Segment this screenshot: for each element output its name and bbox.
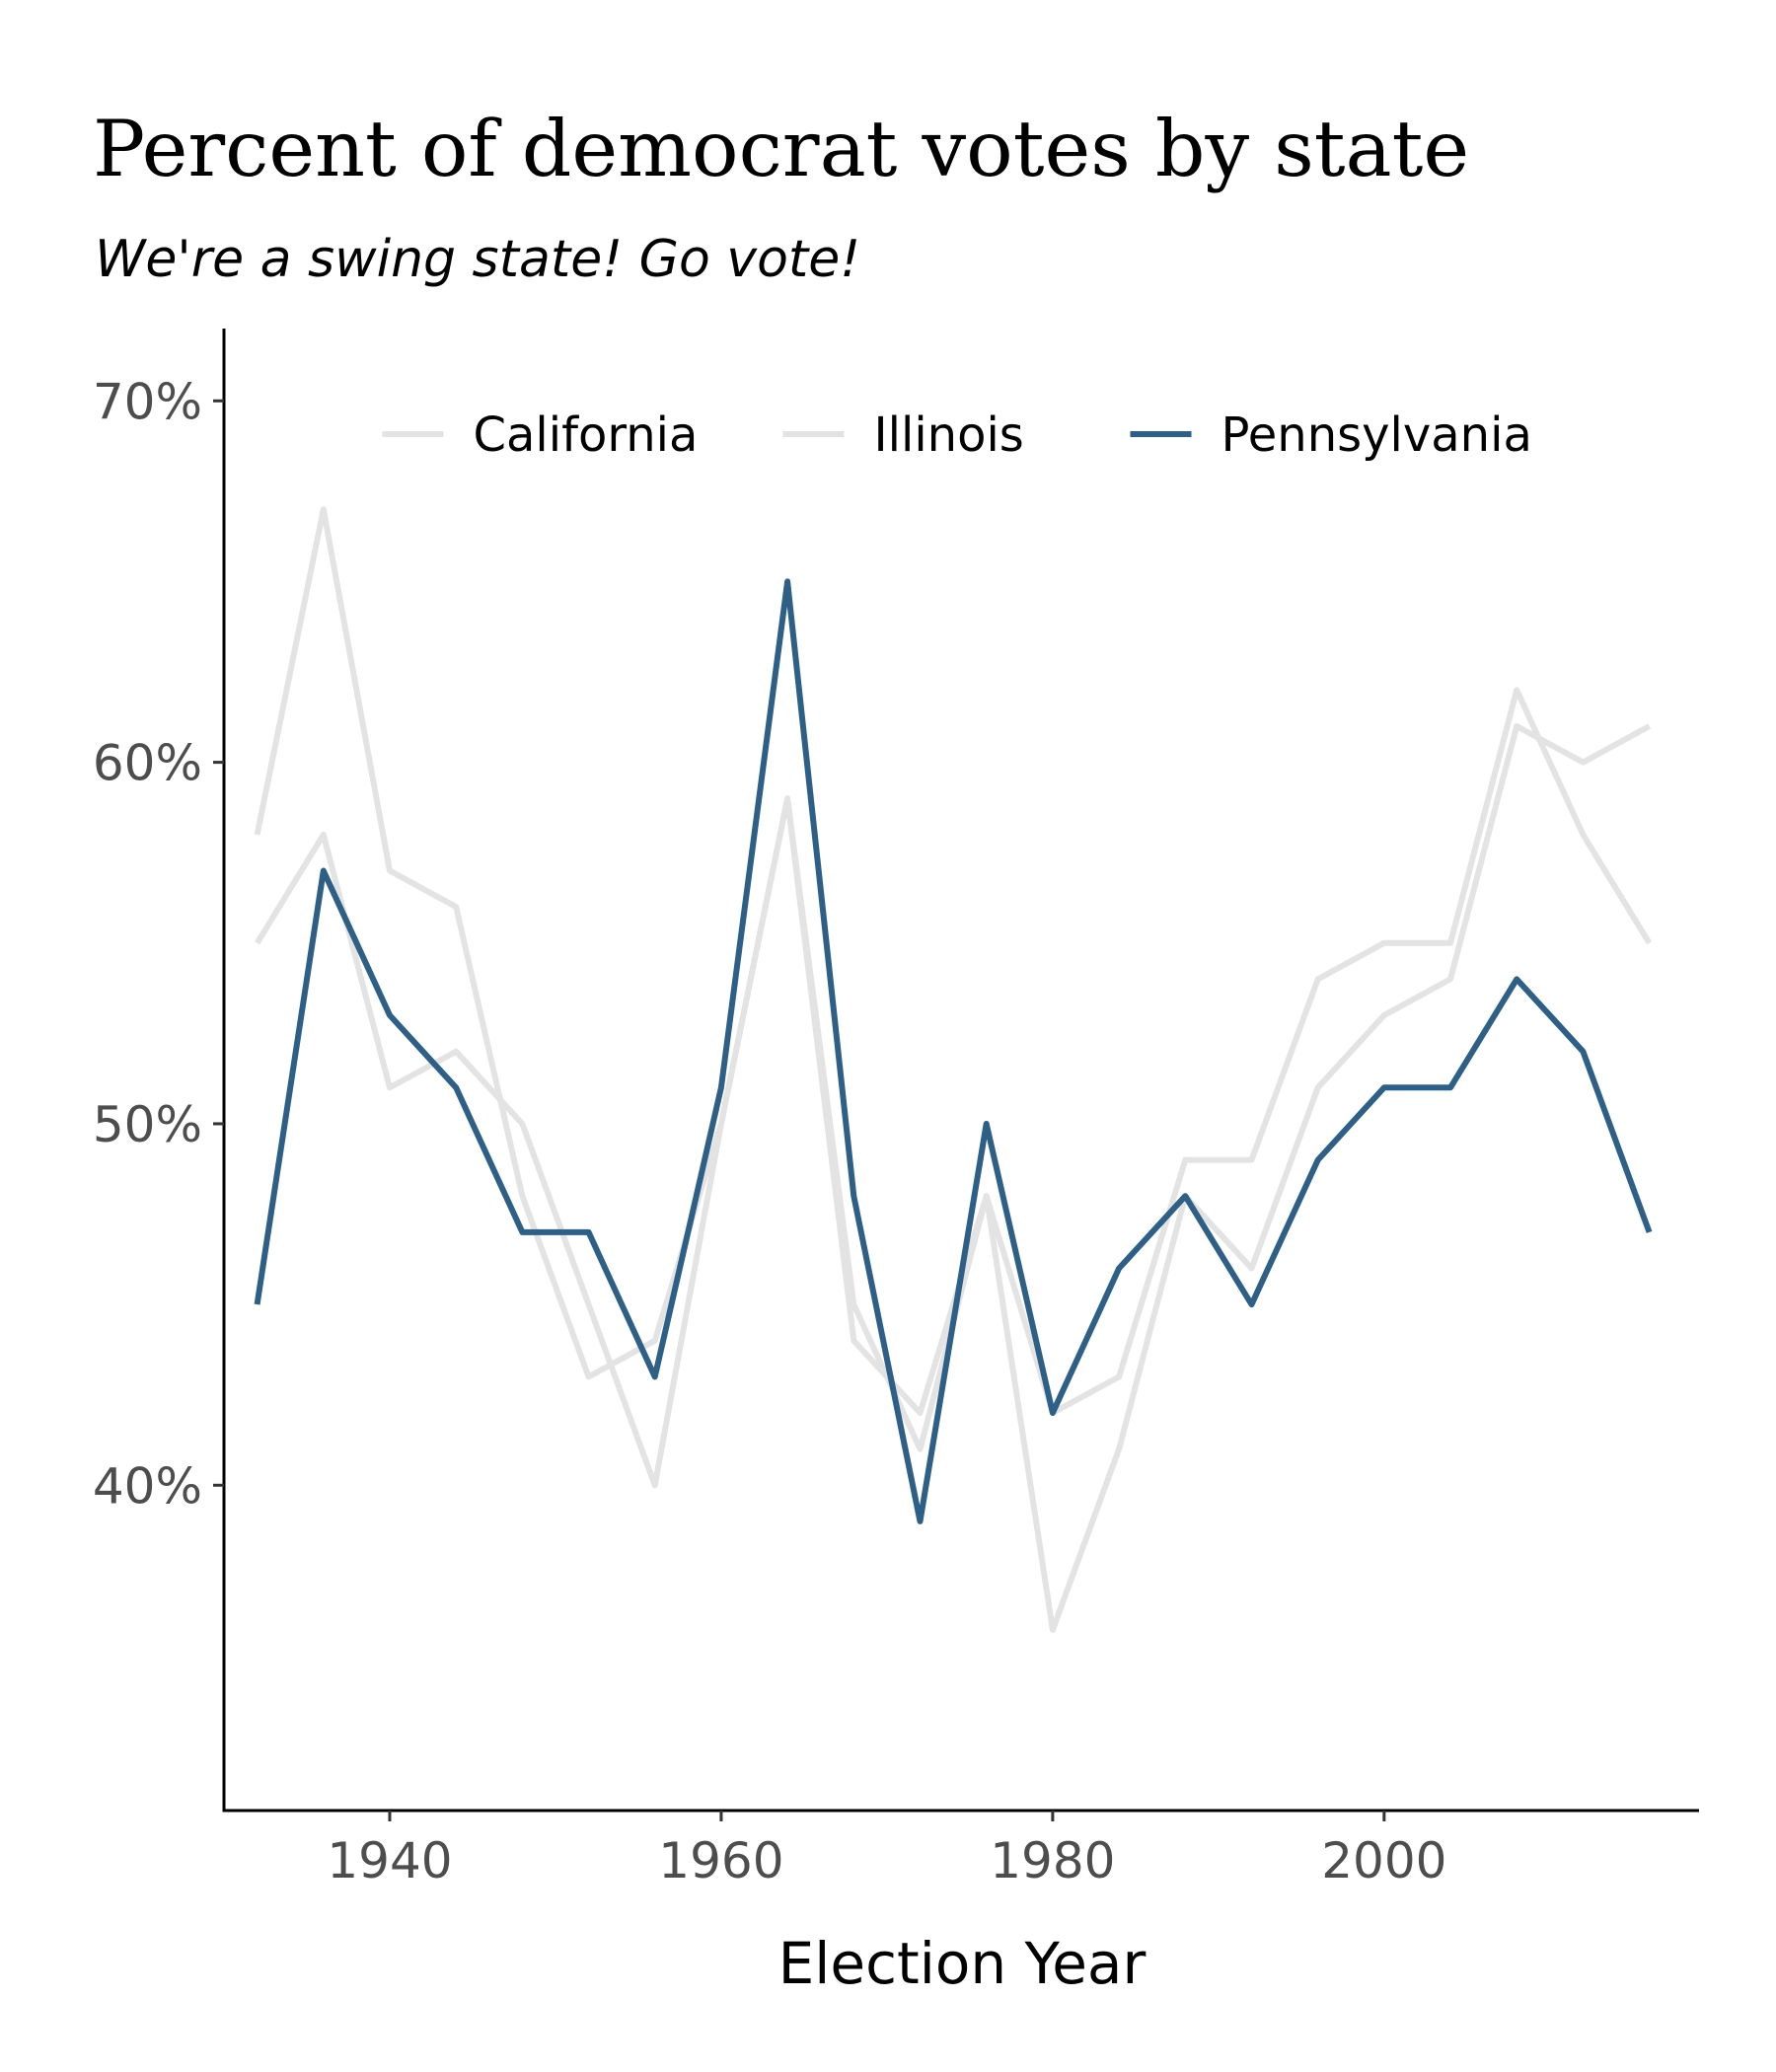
chart-title: Percent of democrat votes by state <box>93 104 1469 194</box>
x-axis-ticks: 1940 1960 1980 2000 <box>327 1811 1446 1889</box>
series-line-illinois <box>255 687 1653 1489</box>
y-tick-label: 60% <box>93 735 202 792</box>
x-tick-label: 1940 <box>327 1832 452 1889</box>
series-line-california <box>254 506 1652 1633</box>
legend-label-california: California <box>474 407 699 463</box>
legend: California Illinois Pennsylvania <box>382 407 1532 463</box>
plot-area <box>254 506 1653 1633</box>
series-line-pennsylvania <box>254 578 1653 1524</box>
y-tick-label: 50% <box>93 1096 202 1153</box>
legend-label-illinois: Illinois <box>874 407 1024 463</box>
x-tick-label: 1960 <box>658 1832 783 1889</box>
y-tick-label: 70% <box>93 373 202 430</box>
x-tick-label: 1980 <box>990 1832 1115 1889</box>
x-tick-label: 2000 <box>1321 1832 1446 1889</box>
y-axis-ticks: 40% 50% 60% 70% <box>93 373 224 1515</box>
chart-subtitle: We're a swing state! Go vote! <box>95 230 860 289</box>
y-tick-label: 40% <box>93 1457 202 1515</box>
legend-label-pennsylvania: Pennsylvania <box>1221 407 1532 463</box>
x-axis-title: Election Year <box>778 1930 1147 1997</box>
